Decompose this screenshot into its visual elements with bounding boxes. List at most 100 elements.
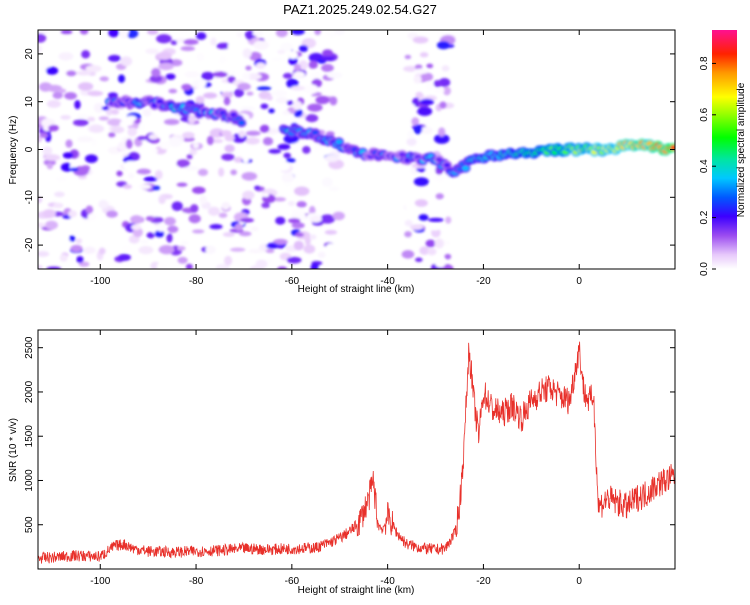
heatmap-noise-blob xyxy=(177,30,189,35)
heatmap-noise-blob xyxy=(294,186,310,196)
heatmap-noise-blob xyxy=(288,57,298,66)
heatmap-noise-blob xyxy=(156,223,166,232)
heatmap-noise-blob xyxy=(273,68,283,74)
heatmap-noise-blob xyxy=(241,171,258,181)
heatmap-noise-blob xyxy=(410,224,424,231)
heatmap-noise-blob xyxy=(233,88,245,98)
heatmap-noise-blob xyxy=(416,167,426,173)
heatmap-noise-blob xyxy=(85,205,94,214)
snr-series-line xyxy=(38,341,675,564)
heatmap-noise-blob xyxy=(434,258,446,268)
heatmap-noise-blob xyxy=(307,103,323,112)
heatmap-noise-blob xyxy=(137,136,148,141)
heatmap-noise-blob xyxy=(186,154,193,160)
heatmap-noise-blob xyxy=(265,38,274,44)
heatmap-noise-blob xyxy=(68,210,78,218)
heatmap-noise-blob xyxy=(261,202,271,209)
heatmap-noise-blob xyxy=(296,201,307,208)
heatmap-noise-blob xyxy=(210,37,217,46)
heatmap-noise-blob xyxy=(257,253,267,259)
heatmap-noise-blob xyxy=(248,248,264,254)
heatmap-noise-blob xyxy=(305,114,319,123)
heatmap-noise-blob xyxy=(324,229,338,235)
heatmap-noise-blob xyxy=(260,103,269,110)
heatmap-noise-blob xyxy=(95,81,104,91)
heatmap-noise-blob xyxy=(438,127,446,137)
snr-ylabel: SNR (10 * v/v) xyxy=(8,418,19,482)
heatmap-noise-blob xyxy=(401,250,415,259)
snr-xtick-label: -80 xyxy=(189,576,204,587)
heatmap-noise-blob xyxy=(246,91,254,96)
heatmap-noise-blob xyxy=(315,35,331,40)
colorbar-tick-label: 0.0 xyxy=(699,262,710,276)
heatmap-noise-blob xyxy=(180,46,195,52)
heatmap-noise-blob xyxy=(442,86,451,96)
snr-xtick-label: -60 xyxy=(285,576,300,587)
heatmap-noise-blob xyxy=(158,245,175,255)
heatmap-noise-blob xyxy=(320,56,335,62)
snr-frame xyxy=(37,329,676,570)
heatmap-noise-blob xyxy=(227,75,236,84)
heatmap-noise-blob xyxy=(293,64,301,72)
heatmap-noise-blob xyxy=(66,70,77,77)
heatmap-noise-blob xyxy=(79,30,89,35)
snr-ytick-label: 1000 xyxy=(24,469,35,492)
colorbar-tick-label: 0.6 xyxy=(699,107,710,121)
snr-ytick-label: 1500 xyxy=(24,425,35,448)
heatmap-noise-blob xyxy=(266,242,279,249)
heatmap-noise-blob xyxy=(60,115,71,120)
heatmap-noise-blob xyxy=(195,95,205,104)
heatmap-noise-blob xyxy=(38,33,47,43)
heatmap-noise-blob xyxy=(62,152,74,159)
spectrogram-xtick-label: -100 xyxy=(90,276,110,287)
heatmap-noise-blob xyxy=(321,177,333,187)
spectrogram-axes: -100 -80 -60 -40 -20 0 20 10 0 -10 -20 xyxy=(24,30,675,287)
spectrogram-xtick-label: -60 xyxy=(285,276,300,287)
heatmap-noise-blob xyxy=(45,66,59,75)
heatmap-noise-blob xyxy=(211,139,224,144)
heatmap-noise-blob xyxy=(152,185,161,191)
heatmap-noise-blob xyxy=(151,67,161,78)
heatmap-noise-blob xyxy=(429,225,441,231)
heatmap-noise-blob xyxy=(206,135,214,146)
heatmap-noise-blob xyxy=(107,132,116,138)
heatmap-noise-blob xyxy=(242,96,257,103)
heatmap-ridge-cell xyxy=(335,139,343,145)
heatmap-noise-blob xyxy=(435,118,448,123)
heatmap-noise-blob xyxy=(245,137,261,145)
heatmap-noise-blob xyxy=(324,154,340,163)
colorbar-tick-label: 0.4 xyxy=(699,159,710,173)
heatmap-noise-blob xyxy=(46,162,53,170)
snr-xtick-label: -20 xyxy=(476,576,491,587)
heatmap-noise-blob xyxy=(106,210,118,218)
heatmap-noise-blob xyxy=(216,42,232,50)
heatmap-noise-blob xyxy=(125,138,133,149)
heatmap-noise-blob xyxy=(70,228,82,236)
heatmap-noise-blob xyxy=(64,92,77,100)
heatmap-noise-blob xyxy=(188,114,196,124)
heatmap-noise-blob xyxy=(110,109,120,115)
heatmap-noise-blob xyxy=(140,239,149,244)
heatmap-noise-blob xyxy=(268,148,282,154)
heatmap-noise-blob xyxy=(93,102,105,113)
heatmap-noise-blob xyxy=(427,248,437,256)
heatmap-noise-blob xyxy=(98,247,106,255)
chart-title: PAZ1.2025.249.02.54.G27 xyxy=(283,2,437,17)
colorbar-axes: 0.0 0.2 0.4 0.6 0.8 xyxy=(699,56,716,276)
heatmap-noise-blob xyxy=(163,118,180,125)
heatmap-noise-blob xyxy=(156,261,169,269)
heatmap-noise-blob xyxy=(169,59,183,67)
heatmap-noise-blob xyxy=(404,231,412,238)
heatmap-noise-blob xyxy=(434,238,444,249)
heatmap-noise-blob xyxy=(303,244,316,254)
heatmap-noise-blob xyxy=(420,126,433,135)
heatmap-noise-blob xyxy=(99,76,109,82)
heatmap-ridge-cell xyxy=(311,130,319,136)
heatmap-noise-blob xyxy=(201,71,214,81)
heatmap-noise-blob xyxy=(253,40,269,50)
snr-xlabel: Height of straight line (km) xyxy=(298,585,415,596)
heatmap-noise-blob xyxy=(221,153,235,161)
heatmap-noise-blob xyxy=(236,31,243,38)
snr-xtick-label: -100 xyxy=(90,576,110,587)
heatmap-noise-blob xyxy=(98,116,110,121)
